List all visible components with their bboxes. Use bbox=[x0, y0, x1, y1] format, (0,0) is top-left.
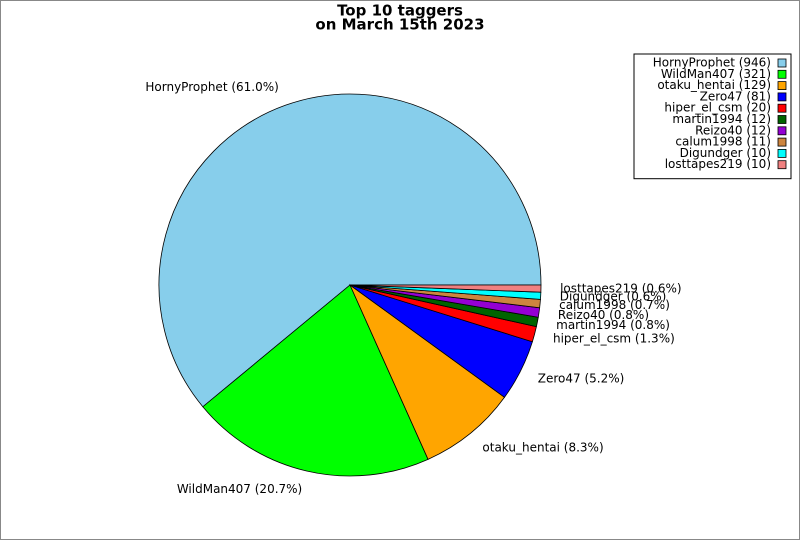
slice-label: hiper_el_csm (1.3%) bbox=[553, 332, 675, 346]
legend-swatch bbox=[777, 148, 787, 158]
slice-label: losttapes219 (0.6%) bbox=[560, 281, 682, 295]
slice-label: HornyProphet (61.0%) bbox=[145, 80, 278, 94]
pie-slice bbox=[349, 283, 506, 460]
legend-label: calum1998 (11) bbox=[675, 135, 771, 149]
pie-slice bbox=[202, 284, 429, 477]
legend-label: HornyProphet (946) bbox=[653, 56, 771, 70]
slice-label: Zero47 (5.2%) bbox=[538, 372, 625, 386]
legend-box bbox=[633, 53, 792, 180]
pie-slice bbox=[158, 93, 542, 408]
legend-swatch bbox=[777, 92, 787, 102]
legend-swatch bbox=[777, 103, 787, 113]
slice-label: Digundger (0.6%) bbox=[560, 289, 667, 303]
legend-swatch bbox=[777, 81, 787, 90]
legend-swatch bbox=[777, 115, 787, 124]
legend-label: Zero47 (81) bbox=[700, 89, 771, 103]
legend-label: WildMan407 (321) bbox=[661, 67, 771, 81]
slice-label: otaku_hentai (8.3%) bbox=[482, 441, 603, 455]
chart-title: Top 10 taggers bbox=[337, 2, 463, 20]
legend-swatch bbox=[777, 137, 787, 147]
legend-label: losttapes219 (10) bbox=[665, 157, 771, 171]
slice-label: WildMan407 (20.7%) bbox=[177, 482, 302, 496]
legend-label: martin1994 (12) bbox=[672, 112, 771, 126]
legend-swatch bbox=[777, 69, 787, 79]
legend-swatch bbox=[777, 126, 787, 136]
chart-title: on March 15th 2023 bbox=[315, 16, 484, 34]
slice-label: calum1998 (0.7%) bbox=[559, 298, 670, 312]
legend-swatch bbox=[777, 58, 787, 68]
legend-label: otaku_hentai (129) bbox=[657, 78, 771, 92]
legend-label: hiper_el_csm (20) bbox=[664, 101, 771, 115]
slice-label: martin1994 (0.8%) bbox=[556, 318, 670, 332]
pie-slice bbox=[349, 284, 542, 293]
legend-swatch bbox=[777, 160, 787, 170]
legend-label: Digundger (10) bbox=[680, 146, 771, 160]
legend-label: Reizo40 (12) bbox=[695, 123, 771, 137]
slice-label: Reizo40 (0.8%) bbox=[558, 308, 649, 322]
